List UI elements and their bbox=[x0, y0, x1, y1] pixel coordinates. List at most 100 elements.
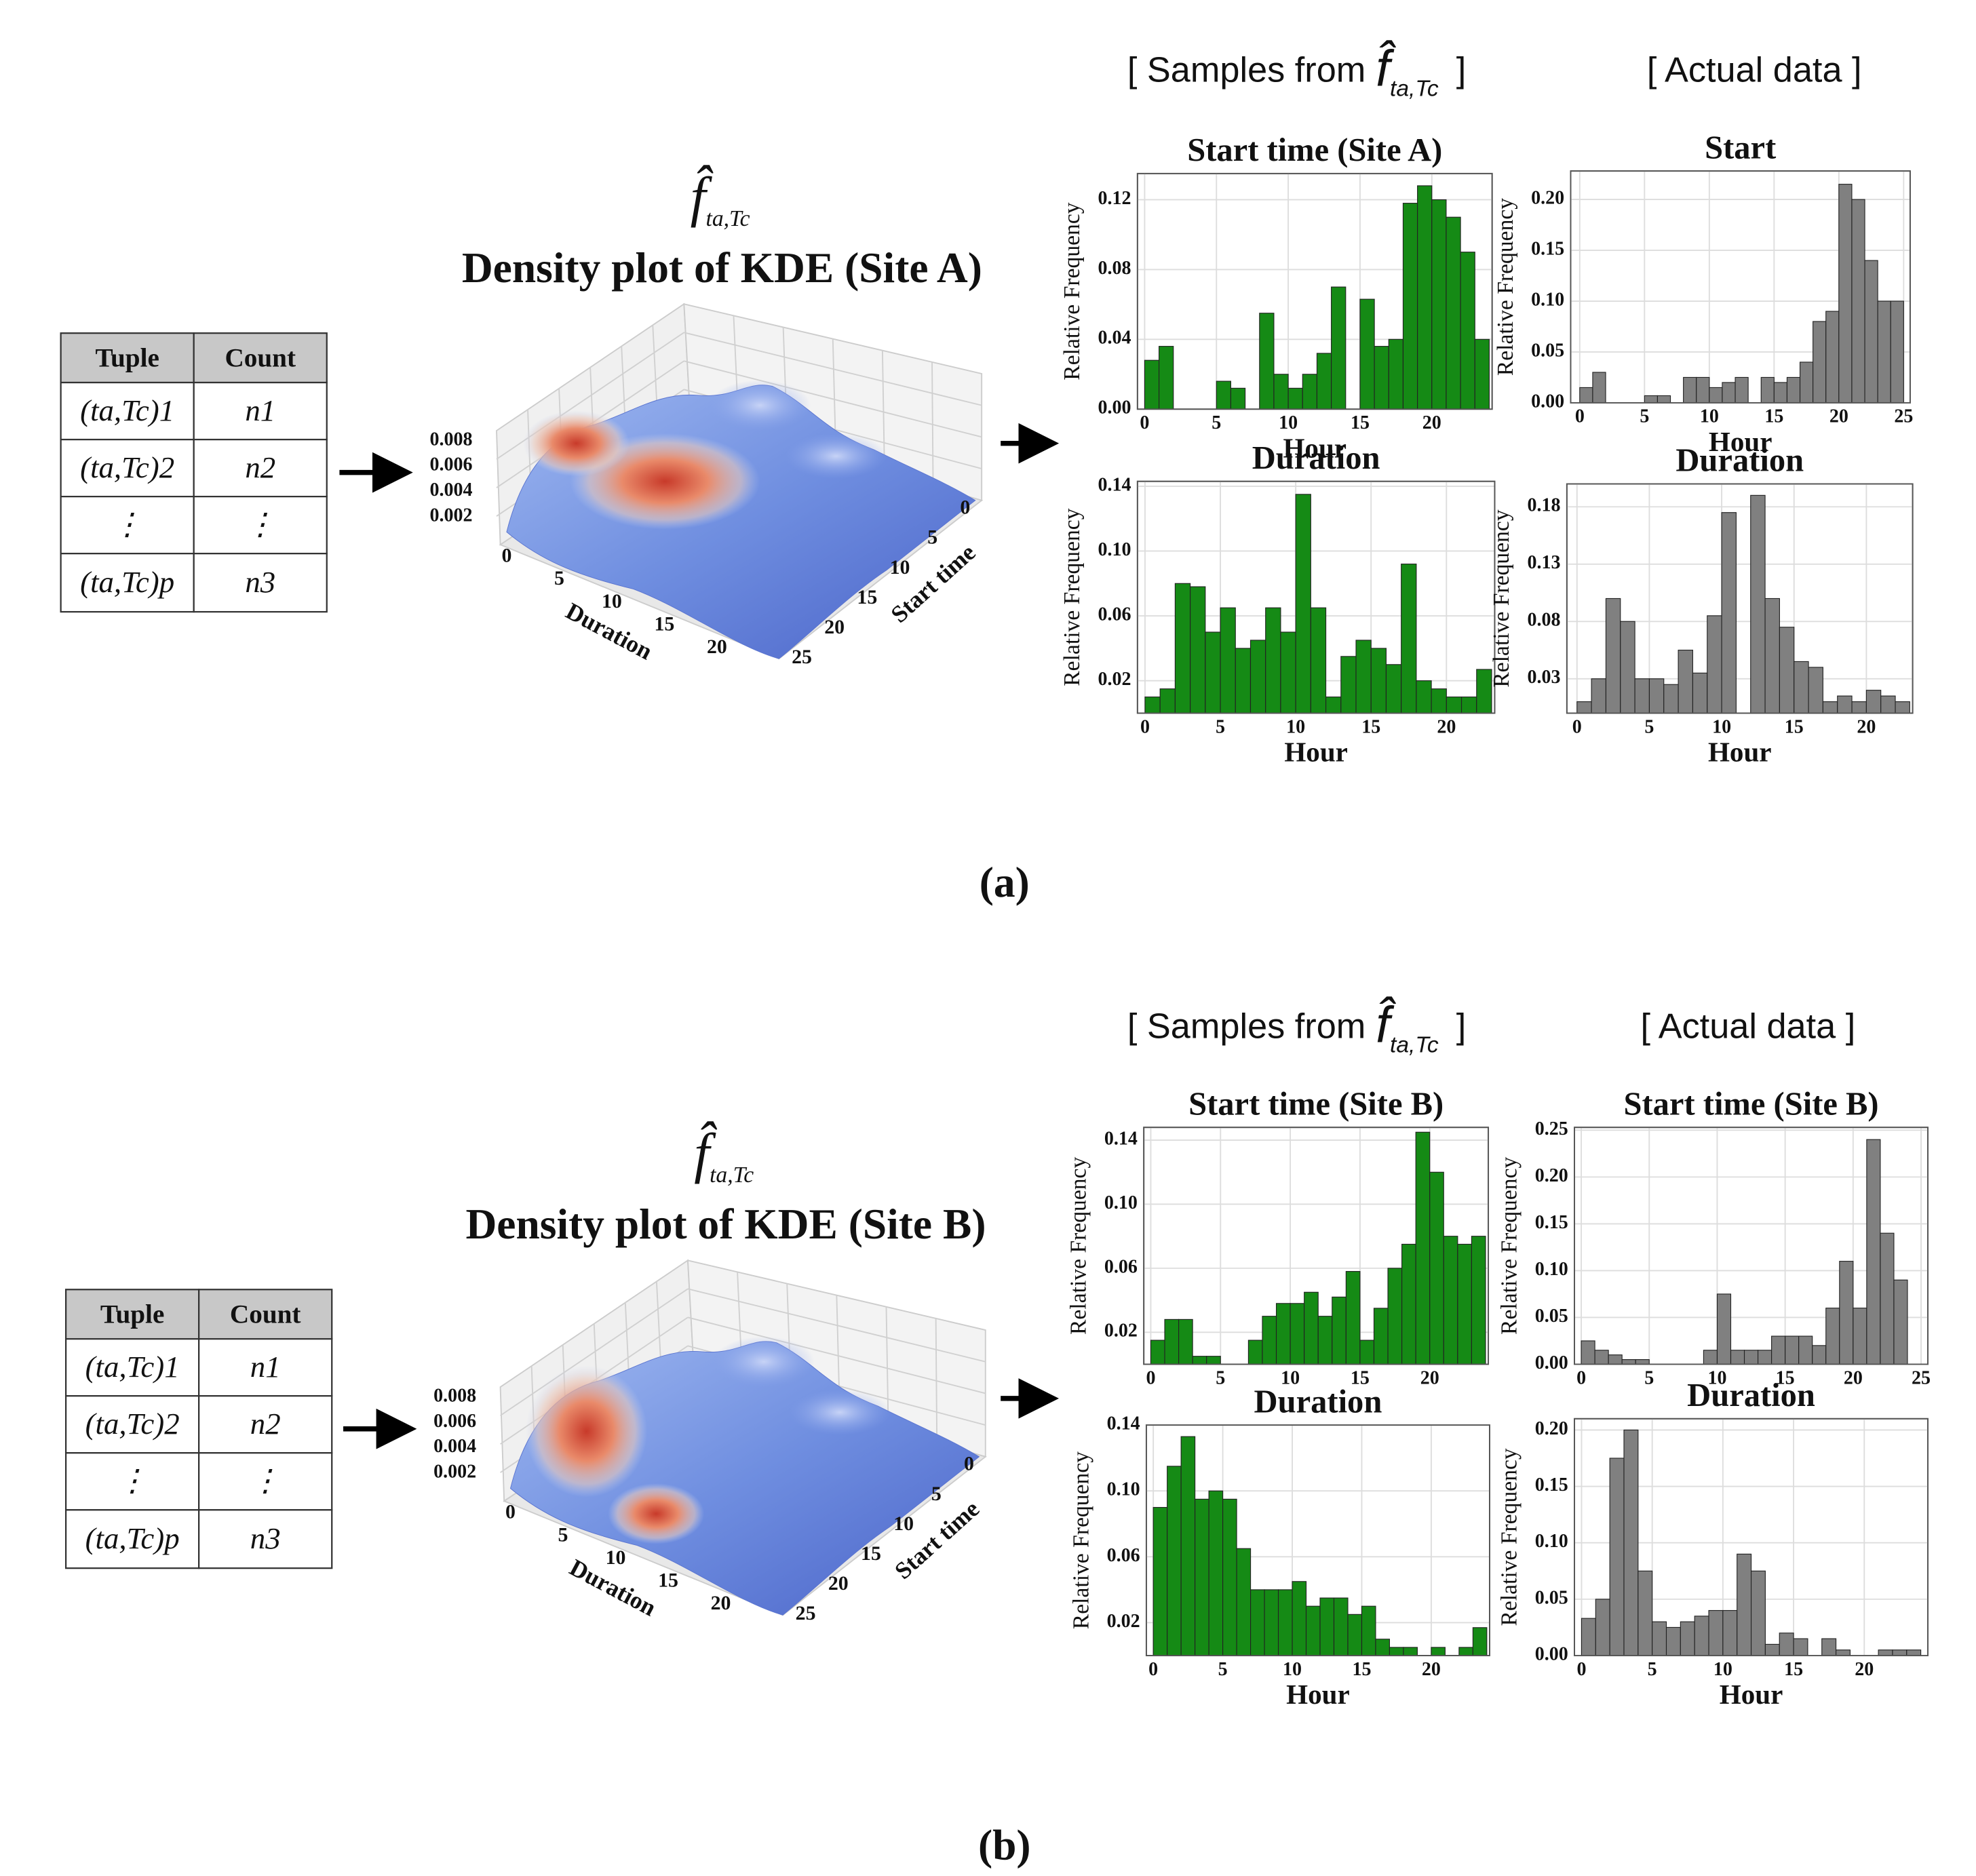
bar bbox=[1190, 586, 1206, 714]
bar bbox=[1280, 631, 1296, 714]
table-cell-text: n3 bbox=[245, 565, 275, 599]
bar bbox=[1273, 374, 1289, 410]
bar bbox=[1370, 648, 1387, 714]
bar bbox=[1878, 1649, 1893, 1656]
bar bbox=[1786, 376, 1801, 404]
x-tick-label: 10 bbox=[1286, 716, 1305, 737]
chart-title: Duration bbox=[1687, 1377, 1815, 1413]
kde-symbol-sub: ta,Tc bbox=[706, 206, 750, 231]
bar bbox=[1694, 1616, 1709, 1656]
bar bbox=[1813, 321, 1827, 404]
y-tick-label: 0.14 bbox=[1107, 1413, 1140, 1434]
bar bbox=[1275, 1303, 1291, 1365]
bar bbox=[1864, 260, 1878, 404]
y-axis-label: Relative Frequency bbox=[1060, 202, 1085, 380]
samples-close: ] bbox=[1456, 50, 1467, 90]
bar bbox=[1638, 1570, 1653, 1656]
actual-header: [ Actual data ] bbox=[1647, 50, 1862, 90]
bar bbox=[1839, 1261, 1854, 1365]
x-tick-label: 0 bbox=[1140, 412, 1149, 433]
x-tick-label: 15 bbox=[1784, 1659, 1803, 1680]
y-tick-label: 0.20 bbox=[1535, 1165, 1568, 1186]
y-tick-label: 0.20 bbox=[1535, 1418, 1568, 1439]
y-axis-label: Relative Frequency bbox=[1068, 1451, 1093, 1629]
table-cell bbox=[60, 553, 195, 613]
x-tick-label: 5 bbox=[1218, 1659, 1228, 1680]
kde-ridge bbox=[713, 1336, 815, 1388]
bar bbox=[1771, 1335, 1786, 1365]
x-tick-label: 0 bbox=[1140, 716, 1150, 737]
bar bbox=[1750, 1570, 1766, 1656]
y-tick-label: 0.06 bbox=[1098, 604, 1131, 625]
bar bbox=[1460, 697, 1477, 714]
table-cell bbox=[193, 381, 328, 441]
table-cell bbox=[64, 1452, 200, 1511]
kde-title: Density plot of KDE (Site B) bbox=[465, 1200, 986, 1248]
x-tick-label: 20 bbox=[1422, 412, 1441, 433]
bar bbox=[1683, 376, 1697, 404]
bar bbox=[1443, 1236, 1458, 1365]
bar bbox=[1812, 1345, 1827, 1365]
y-tick-label: 0.05 bbox=[1535, 1587, 1568, 1608]
y-tick-label: 0.12 bbox=[1098, 188, 1131, 209]
y-tick-label: 0.02 bbox=[1107, 1611, 1140, 1632]
y-tick-label: 0.13 bbox=[1528, 552, 1561, 573]
bar bbox=[1581, 1340, 1595, 1365]
table-cell-text: n2 bbox=[245, 450, 275, 484]
y-tick-label: 0.00 bbox=[1535, 1643, 1568, 1664]
bar bbox=[1472, 1627, 1488, 1656]
bar bbox=[1648, 678, 1665, 714]
table-header-text: Tuple bbox=[100, 1299, 164, 1329]
bar bbox=[1764, 1643, 1780, 1656]
table-cell-text: (ta,Tc)2 bbox=[85, 1407, 180, 1441]
bar bbox=[1355, 640, 1372, 714]
bar bbox=[1247, 1340, 1263, 1365]
table-cell bbox=[60, 381, 195, 441]
bar bbox=[1347, 1614, 1363, 1656]
kde-symbol: f̂ta,Tc bbox=[694, 1121, 754, 1188]
y-tick-label: 0.10 bbox=[1535, 1259, 1568, 1280]
bar bbox=[1262, 1316, 1277, 1365]
bar bbox=[1144, 359, 1160, 410]
x-tick-label: 10 bbox=[1281, 1367, 1300, 1388]
y-tick-label: 0.14 bbox=[1104, 1129, 1138, 1150]
bar bbox=[1460, 252, 1475, 410]
bar bbox=[1345, 1271, 1361, 1365]
x-tick-label: 15 bbox=[1351, 1367, 1370, 1388]
bar bbox=[1793, 1638, 1808, 1656]
table-cell bbox=[198, 1337, 333, 1397]
x-tick-label: 0 bbox=[1146, 1367, 1155, 1388]
panel-label: (a) bbox=[980, 858, 1030, 906]
bar bbox=[1635, 1359, 1650, 1365]
kde-x-tick-label: 15 bbox=[654, 612, 674, 635]
kde-y-tick-label: 0 bbox=[964, 1453, 974, 1475]
x-tick-label: 10 bbox=[1713, 1659, 1732, 1680]
kde-ridge bbox=[789, 1389, 891, 1436]
table-cell bbox=[198, 1452, 333, 1511]
y-tick-label: 0.15 bbox=[1535, 1474, 1568, 1496]
bar bbox=[1180, 1436, 1196, 1656]
kde-z-tick-label: 0.002 bbox=[433, 1462, 476, 1483]
plot-frame bbox=[1145, 1424, 1490, 1656]
kde-z-tick-label: 0.004 bbox=[430, 480, 473, 501]
samples-close: ] bbox=[1456, 1007, 1467, 1046]
x-tick-label: 0 bbox=[1575, 406, 1585, 427]
y-tick-label: 0.08 bbox=[1528, 610, 1561, 631]
table-header-text: Tuple bbox=[95, 343, 159, 372]
bar bbox=[1401, 564, 1417, 714]
chart-title: Duration bbox=[1675, 442, 1804, 479]
y-tick-label: 0.04 bbox=[1098, 328, 1131, 349]
bar bbox=[1250, 1589, 1265, 1656]
bar bbox=[1305, 1605, 1321, 1656]
y-tick-label: 0.15 bbox=[1535, 1212, 1568, 1233]
kde-y-tick-label: 5 bbox=[931, 1483, 942, 1505]
kde-x-tick-label: 15 bbox=[658, 1569, 678, 1592]
bar bbox=[1159, 688, 1176, 714]
x-tick-label: 5 bbox=[1644, 1367, 1654, 1388]
x-tick-label: 20 bbox=[1437, 716, 1456, 737]
x-tick-label: 15 bbox=[1352, 1659, 1371, 1680]
bar bbox=[1174, 583, 1191, 714]
x-tick-label: 0 bbox=[1576, 1367, 1586, 1388]
y-tick-label: 0.00 bbox=[1535, 1352, 1568, 1373]
bar bbox=[1402, 203, 1418, 410]
